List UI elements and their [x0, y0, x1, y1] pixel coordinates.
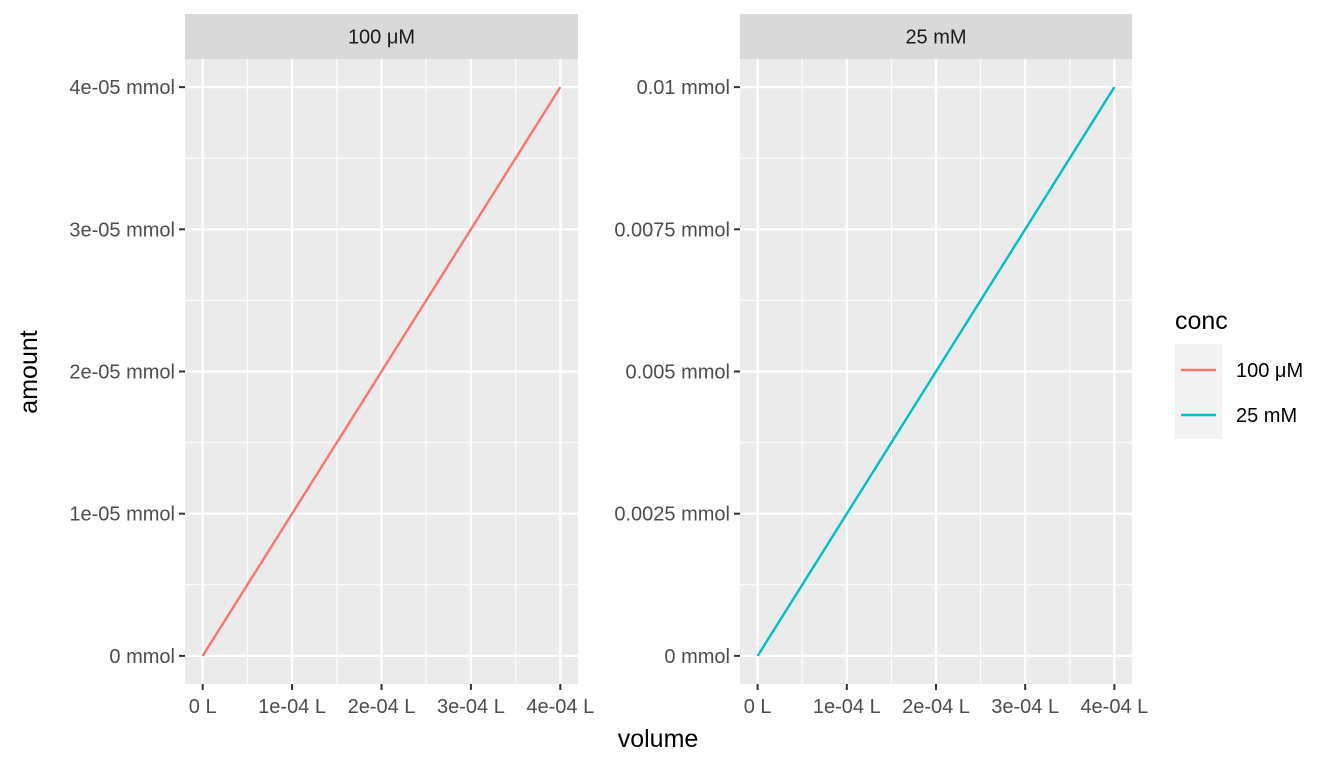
facet-panel-2: 25 mM 0 mmol 0.0025 mmol 0.005 mmol 0.0075 m…: [614, 14, 1148, 718]
y-tick-label: 0.0075 mmol: [614, 219, 730, 241]
y-tick-label: 3e-05 mmol: [69, 219, 175, 241]
facet-panel-1: 100 μM 0 mmol 1e-05 mmol 2e-05 mmol 3e-05 mm…: [69, 14, 594, 718]
y-tick-label: 0 mmol: [664, 646, 730, 668]
x-axis-title: volume: [618, 725, 699, 753]
y-tick-label: 2e-05 mmol: [69, 362, 175, 384]
facet-strip: [185, 14, 578, 59]
x-tick-label: 4e-04 L: [526, 696, 594, 718]
facet-strip-label: 100 μM: [348, 27, 415, 49]
x-tick-label: 1e-04 L: [258, 696, 326, 718]
y-tick-label: 0.0025 mmol: [614, 504, 730, 526]
legend: conc 100 μM 25 mM: [1175, 307, 1303, 439]
x-tick-label: 2e-04 L: [902, 696, 970, 718]
y-tick-label: 0.01 mmol: [637, 77, 730, 99]
x-tick-label: 0 L: [744, 696, 772, 718]
x-tick-label: 3e-04 L: [437, 696, 505, 718]
y-tick-label: 0.005 mmol: [626, 362, 731, 384]
y-axis-title: amount: [15, 330, 43, 413]
x-tick-label: 4e-04 L: [1080, 696, 1148, 718]
facet-strip-label: 25 mM: [905, 27, 966, 49]
series-line: [201, 86, 562, 657]
x-tick-label: 3e-04 L: [991, 696, 1059, 718]
x-tick-label: 1e-04 L: [813, 696, 881, 718]
legend-title: conc: [1175, 307, 1228, 335]
legend-entry-label: 100 μM: [1236, 360, 1303, 382]
x-tick-label: 2e-04 L: [348, 696, 416, 718]
series-line: [756, 86, 1116, 657]
facet-panels: 100 μM 0 mmol 1e-05 mmol 2e-05 mmol 3e-05 mm…: [69, 14, 1148, 718]
y-tick-label: 0 mmol: [109, 646, 175, 668]
facet-strip: [740, 14, 1132, 59]
legend-keys-background: [1175, 344, 1222, 439]
legend-entry-label: 25 mM: [1236, 405, 1297, 427]
x-tick-label: 0 L: [189, 696, 217, 718]
y-tick-label: 4e-05 mmol: [69, 77, 175, 99]
y-tick-label: 1e-05 mmol: [69, 504, 175, 526]
